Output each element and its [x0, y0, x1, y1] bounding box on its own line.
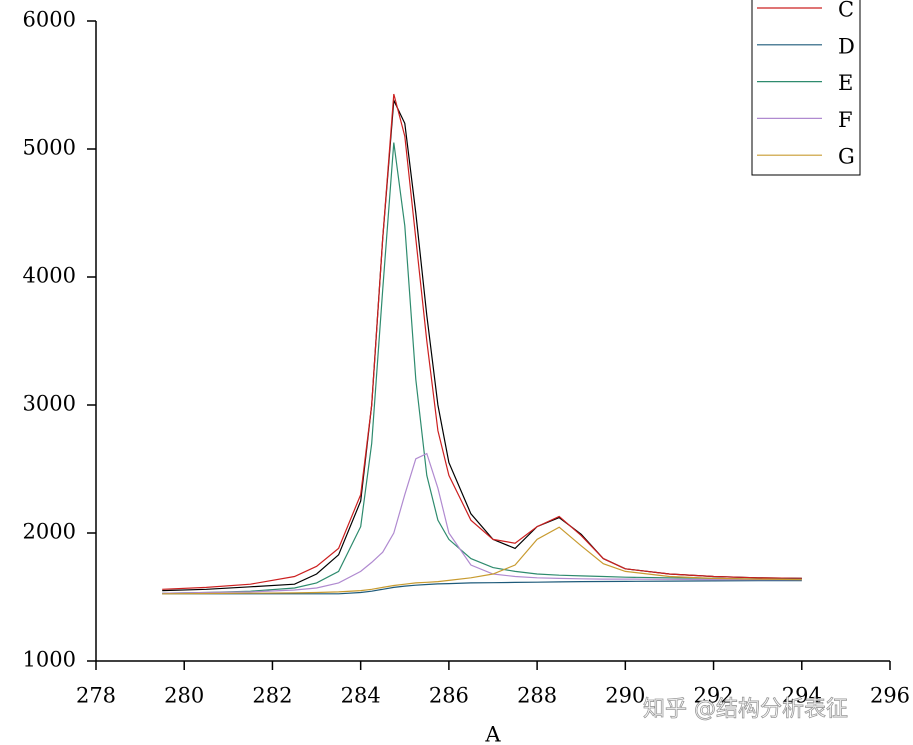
watermark: 知乎 @结构分析表征 [643, 697, 848, 722]
legend-box [751, 0, 861, 176]
y-tick-label: 1000 [23, 648, 76, 672]
series-line [162, 93, 802, 590]
x-axis-label: A [484, 723, 501, 745]
x-tick-label: 282 [252, 684, 292, 708]
y-tick-label: 5000 [23, 136, 76, 160]
x-tick-label: 294 [782, 684, 822, 708]
series-line [162, 98, 802, 592]
legend-label: G [838, 145, 855, 169]
legend-label: F [838, 108, 853, 132]
series-line [162, 452, 802, 594]
x-tick-label: 292 [694, 684, 734, 708]
legend-label: C [838, 0, 854, 22]
legend-label: D [838, 34, 855, 58]
y-tick-label: 4000 [23, 264, 76, 288]
series-line [162, 142, 802, 594]
x-tick-label: 280 [164, 684, 204, 708]
x-tick-label: 296 [870, 684, 910, 708]
x-tick-label: 286 [429, 684, 469, 708]
legend-label: E [838, 71, 853, 95]
series-line [162, 526, 802, 595]
x-tick-label: 278 [76, 684, 116, 708]
y-tick-label: 3000 [23, 392, 76, 416]
x-tick-label: 288 [517, 684, 557, 708]
series-line [162, 579, 802, 595]
x-tick-label: 284 [341, 684, 381, 708]
y-tick-label: 2000 [23, 520, 76, 544]
x-tick-label: 290 [605, 684, 645, 708]
y-tick-label: 6000 [23, 8, 76, 32]
